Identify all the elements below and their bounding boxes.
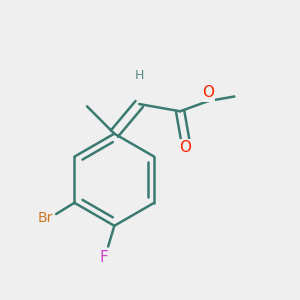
Text: Br: Br: [38, 211, 53, 225]
Text: H: H: [134, 69, 144, 82]
Text: O: O: [202, 85, 214, 100]
Text: F: F: [99, 250, 108, 265]
Text: O: O: [179, 140, 191, 155]
